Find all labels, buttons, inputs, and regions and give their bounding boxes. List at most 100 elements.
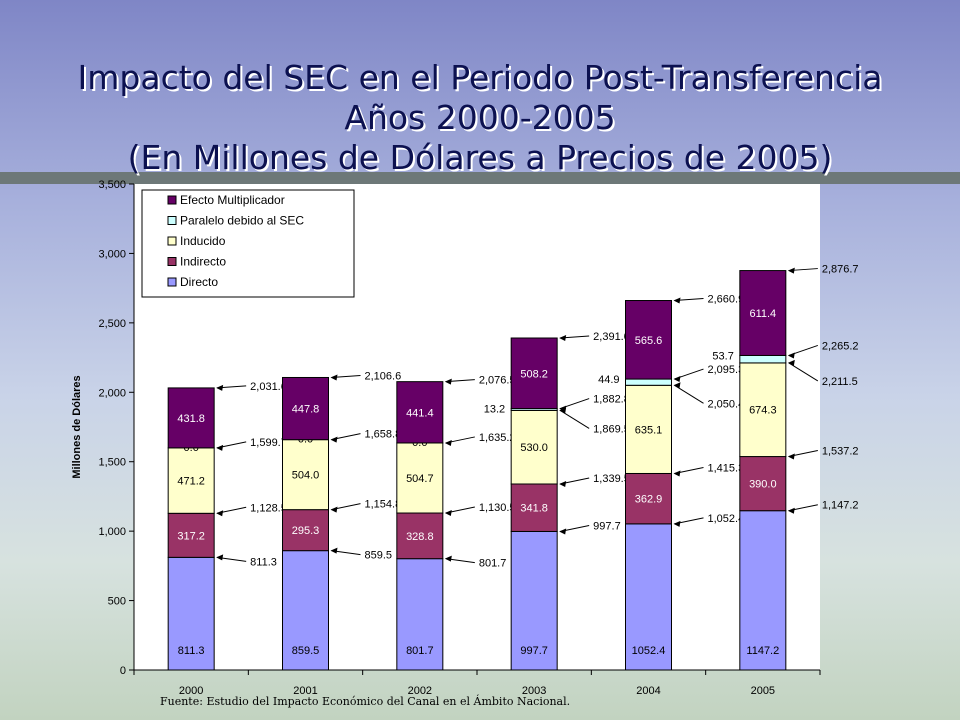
data-label: 431.8 — [177, 413, 205, 425]
bar-inducido — [282, 439, 329, 511]
data-label: 504.0 — [292, 470, 320, 482]
cumulative-label: 811.3 — [250, 556, 277, 568]
cumulative-label: 997.7 — [593, 520, 621, 532]
cumulative-label: 859.5 — [365, 550, 393, 562]
bar-inducido — [396, 442, 444, 514]
callout-arrowhead — [673, 297, 681, 304]
callout-arrow — [559, 409, 590, 429]
data-label: 811.3 — [178, 645, 205, 657]
legend-swatch-inducido — [167, 236, 177, 246]
callout-arrow — [674, 384, 704, 404]
legend-label: Paralelo debido al SEC — [180, 214, 304, 228]
data-label: 341.8 — [520, 503, 548, 515]
data-label: 317.2 — [177, 530, 205, 542]
data-label: 1147.2 — [746, 645, 779, 657]
y-tick-label: 3,000 — [98, 248, 126, 260]
callout-arrowhead — [330, 374, 338, 381]
cumulative-label: 1,130.5 — [479, 502, 516, 514]
callout-arrowhead — [673, 376, 681, 383]
data-label: 611.4 — [749, 308, 776, 320]
callout-arrowhead — [559, 481, 567, 488]
bar-directo — [625, 523, 672, 671]
bar-efecto-multiplicador — [625, 300, 672, 380]
callout-arrowhead — [444, 510, 452, 517]
cumulative-label: 1,154.8 — [365, 499, 402, 511]
callout-arrowhead — [216, 384, 224, 391]
legend-label: Indirecto — [180, 255, 226, 269]
callout-arrowhead — [787, 507, 795, 514]
data-label: 53.7 — [712, 350, 733, 362]
data-label: 390.0 — [749, 479, 777, 491]
callout-arrowhead — [787, 453, 795, 460]
data-label: 44.9 — [598, 374, 619, 386]
y-tick-label: 500 — [108, 596, 126, 608]
cumulative-label: 1,147.2 — [822, 500, 859, 512]
cumulative-label: 1,658.8 — [365, 429, 402, 441]
data-label: 997.7 — [520, 645, 548, 657]
callout-arrowhead — [216, 510, 224, 517]
cumulative-label: 1,599.7 — [250, 437, 287, 449]
bar-indirecto — [167, 512, 215, 558]
cumulative-label: 2,095.3 — [708, 364, 745, 376]
bar-directo — [510, 530, 558, 671]
data-label: 471.2 — [177, 476, 205, 488]
bar-inducido — [625, 384, 672, 474]
cumulative-label: 1,339.5 — [593, 473, 630, 485]
data-label: 13.2 — [484, 404, 505, 416]
bar-indirecto — [625, 472, 672, 525]
bar-indirecto — [282, 509, 329, 552]
cumulative-label: 2,050.4 — [708, 398, 745, 410]
slide-title: Impacto del SEC en el Periodo Post-Trans… — [0, 58, 960, 178]
data-label: 447.8 — [292, 404, 320, 416]
x-tick-label: 2004 — [636, 685, 660, 697]
callout-arrowhead — [330, 547, 338, 554]
y-tick-label: 1,500 — [98, 457, 126, 469]
data-label: 674.3 — [749, 405, 777, 417]
cumulative-label: 2,876.7 — [822, 264, 859, 276]
y-tick-label: 2,500 — [98, 318, 126, 330]
bar-efecto-multiplicador — [739, 270, 787, 356]
cumulative-label: 2,211.5 — [822, 376, 858, 388]
title-underline-bar — [0, 172, 960, 184]
y-tick-label: 2,000 — [98, 387, 126, 399]
legend-swatch-efecto-multiplicador — [167, 195, 177, 205]
cumulative-label: 1,128.5 — [250, 502, 287, 514]
bar-efecto-multiplicador — [396, 381, 444, 444]
data-label: 1052.4 — [632, 645, 666, 657]
cumulative-label: 2,106.6 — [365, 370, 402, 382]
legend-label: Efecto Multiplicador — [180, 193, 285, 207]
bar-inducido — [167, 447, 215, 514]
bar-inducido — [739, 362, 787, 458]
title-line-1: Impacto del SEC en el Periodo Post-Trans… — [77, 58, 883, 97]
cumulative-label: 2,391.0 — [593, 331, 630, 343]
y-tick-label: 3,500 — [98, 179, 126, 191]
x-tick-label: 2002 — [408, 685, 432, 697]
callout-arrowhead — [330, 436, 338, 443]
callout-arrowhead — [559, 335, 567, 342]
data-label: 565.6 — [635, 335, 663, 347]
callout-arrowhead — [444, 439, 452, 446]
callout-arrowhead — [216, 444, 224, 451]
x-tick-label: 2001 — [293, 685, 317, 697]
bar-efecto-multiplicador — [282, 376, 329, 441]
callout-arrowhead — [330, 506, 338, 513]
cumulative-label: 2,265.2 — [822, 340, 859, 352]
data-label: 635.1 — [635, 424, 663, 436]
bar-paralelo-debido-al-sec — [739, 354, 787, 364]
source-note: Fuente: Estudio del Impacto Económico de… — [160, 695, 571, 708]
legend-label: Directo — [180, 275, 218, 289]
callout-arrowhead — [444, 378, 452, 385]
legend-swatch-indirecto — [167, 257, 177, 266]
cumulative-label: 1,869.5 — [593, 423, 630, 435]
cumulative-label: 2,660.9 — [708, 294, 745, 306]
callout-arrowhead — [216, 554, 224, 561]
callout-arrowhead — [787, 359, 795, 366]
y-tick-label: 1,000 — [98, 526, 126, 538]
data-label: 328.8 — [406, 531, 434, 543]
data-label: 530.0 — [520, 442, 548, 454]
bar-inducido — [510, 409, 558, 485]
bar-directo — [396, 558, 444, 671]
legend-swatch-paralelo-debido-al-sec — [167, 216, 177, 225]
data-label: 362.9 — [635, 494, 663, 506]
